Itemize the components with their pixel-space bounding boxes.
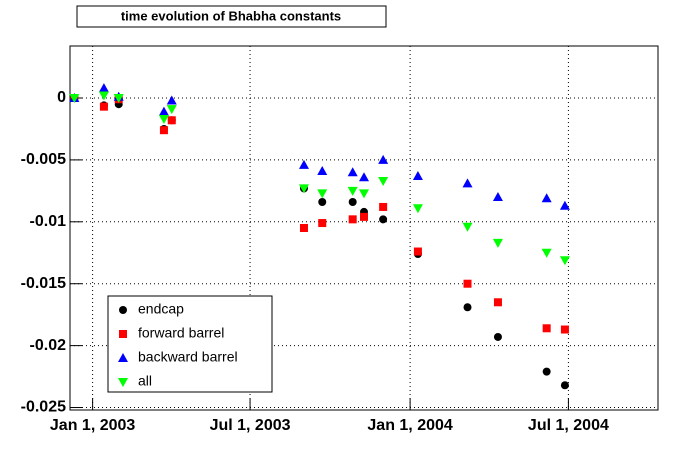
marker: [167, 116, 176, 125]
marker: [166, 95, 177, 105]
chart-title: time evolution of Bhabha constants: [121, 8, 341, 23]
marker: [463, 303, 472, 312]
marker: [348, 215, 357, 224]
marker: [493, 298, 502, 307]
legend-box: [107, 295, 273, 393]
y-tick-label: -0.005: [21, 151, 66, 168]
x-tick-label: Jul 1, 2004: [528, 417, 609, 434]
marker: [541, 193, 552, 203]
marker: [542, 367, 551, 376]
marker: [299, 224, 308, 232]
marker: [317, 189, 328, 199]
marker: [298, 184, 309, 194]
marker: [318, 219, 327, 228]
marker: [359, 189, 369, 199]
marker: [318, 198, 327, 206]
marker: [413, 247, 422, 256]
legend-marker: [118, 378, 128, 387]
legend-label: endcap: [138, 301, 184, 317]
marker: [492, 238, 503, 248]
legend-label: forward barrel: [138, 325, 224, 341]
legend-marker: [119, 306, 127, 314]
marker: [541, 248, 552, 258]
marker: [560, 325, 569, 334]
marker: [542, 324, 551, 333]
marker: [560, 381, 569, 390]
marker: [69, 94, 80, 103]
marker: [493, 332, 502, 341]
marker: [378, 176, 389, 186]
title-box: [76, 5, 387, 28]
marker: [463, 279, 472, 288]
marker: [559, 256, 570, 266]
marker: [348, 198, 357, 206]
marker: [347, 167, 358, 177]
marker: [99, 102, 108, 111]
legend-label: all: [138, 373, 152, 389]
x-tick-label: Jan 1, 2004: [367, 417, 453, 434]
marker: [379, 215, 388, 224]
marker: [412, 171, 423, 180]
y-tick-label: -0.02: [30, 337, 67, 354]
marker: [159, 126, 168, 135]
marker: [379, 202, 388, 211]
marker: [158, 115, 169, 125]
x-tick-label: Jan 1, 2003: [50, 417, 136, 434]
marker: [378, 154, 389, 164]
marker: [98, 83, 109, 93]
marker: [317, 166, 328, 176]
marker: [462, 178, 473, 188]
marker: [492, 192, 503, 202]
marker: [359, 172, 369, 182]
legend-marker: [119, 330, 127, 338]
marker: [412, 204, 423, 214]
legend-label: backward barrel: [138, 349, 238, 365]
marker: [98, 91, 109, 101]
y-tick-label: 0: [57, 89, 66, 106]
marker: [298, 159, 309, 169]
y-tick-label: -0.025: [21, 399, 66, 416]
marker: [166, 105, 177, 115]
marker: [559, 200, 570, 210]
x-tick-label: Jul 1, 2003: [210, 417, 291, 434]
y-tick-label: -0.01: [30, 213, 67, 230]
marker: [347, 186, 358, 196]
marker: [462, 222, 473, 232]
y-tick-label: -0.015: [21, 275, 66, 292]
marker: [158, 106, 169, 116]
marker: [360, 212, 368, 221]
legend-marker: [118, 353, 128, 362]
marker: [113, 94, 124, 103]
